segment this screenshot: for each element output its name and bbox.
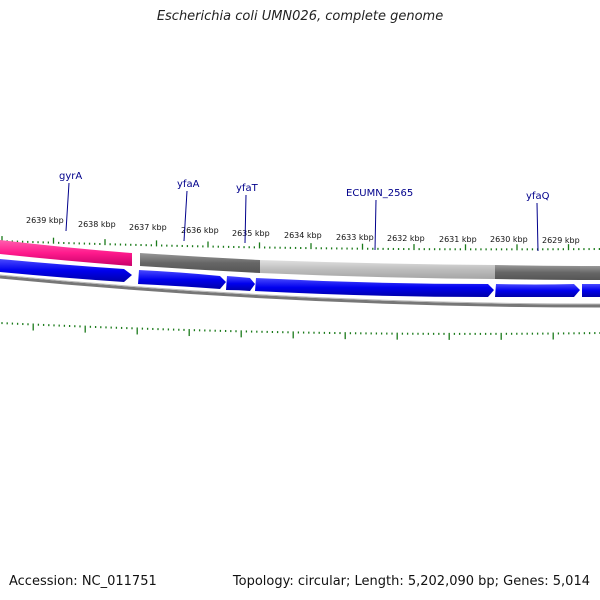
tick-label: 2636 kbp [181,226,219,235]
gene-leader-line [374,199,377,251]
map-title: Escherichia coli UMN026, complete genome [156,9,444,24]
upper-minor-ticks [1,236,600,251]
backbone-ring-highlight [0,274,600,305]
cds-arrow [582,284,600,297]
tick-label: 2639 kbp [26,216,64,225]
topology-label: Topology: circular; Length: 5,202,090 bp… [232,574,590,589]
cds-arrow [495,284,580,297]
tick-label: 2631 kbp [439,235,477,244]
tick-labels: 2639 kbp 2638 kbp 2637 kbp 2636 kbp 2635… [26,216,580,245]
tick-label: 2630 kbp [490,235,528,244]
dark-gray-segment [140,253,260,273]
cds-arrow [255,278,494,297]
lower-ticks [1,322,600,340]
tick-label: 2634 kbp [284,231,322,240]
gene-label-ECUMN-2565: ECUMN_2565 [346,188,413,199]
gene-leader-line [536,202,539,252]
backbone-ring [0,275,600,308]
gene-leader-line [65,182,70,232]
light-gray-segment [260,260,495,279]
gene-leader-line [244,194,247,244]
gene-leader-line [183,190,188,242]
gene-labels: gyrA yfaA yfaT ECUMN_2565 yfaQ [59,171,550,252]
cds-arrow [0,259,132,282]
tick-label: 2637 kbp [129,223,167,232]
gene-label-yfaQ: yfaQ [526,191,550,202]
dark-gray-segment [495,265,580,280]
gene-label-yfaA: yfaA [177,179,200,190]
dark-gray-segment [580,266,600,280]
tick-label: 2632 kbp [387,234,425,243]
feature-ring [0,240,600,280]
tick-label: 2638 kbp [78,220,116,229]
gene-label-gyrA: gyrA [59,171,82,182]
gene-label-yfaT: yfaT [236,183,259,194]
cds-arrow [226,276,255,291]
tick-label: 2635 kbp [232,229,270,238]
cds-ring [0,259,600,297]
cds-arrow [138,270,226,289]
tick-label: 2633 kbp [336,233,374,242]
tick-label: 2629 kbp [542,236,580,245]
gyrA-feature [0,240,132,266]
accession-label: Accession: NC_011751 [9,574,157,589]
